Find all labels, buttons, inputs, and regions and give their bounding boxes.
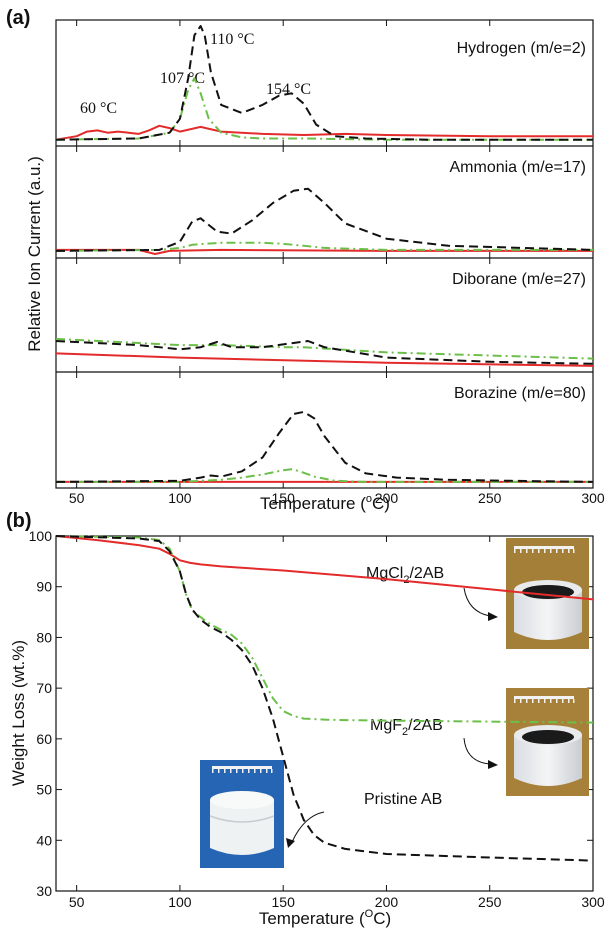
trace-green-line — [55, 241, 593, 252]
x-tick-label: 250 — [478, 490, 502, 506]
trace-label-borazine: Borazine (m/e=80) — [454, 385, 586, 402]
panel-a: (a) Hydrogen (m/e=2) Ammonia (m/e=17) Di… — [6, 7, 605, 513]
trace-label-hydrogen: Hydrogen (m/e=2) — [457, 40, 586, 57]
annotation-60c: 60 °C — [80, 100, 117, 117]
photo-pristine-ab-sample — [200, 760, 284, 868]
x-tick-label: 300 — [581, 894, 605, 910]
x-tick-label: 200 — [375, 490, 399, 506]
series-red-line — [55, 535, 594, 601]
x-tick-label: 50 — [69, 490, 85, 506]
panel-a-label: (a) — [6, 7, 30, 29]
y-tick-label: 90 — [36, 579, 52, 595]
y-tick-label: 60 — [36, 731, 52, 747]
x-tick-label: 300 — [581, 490, 605, 506]
panel-b-xlabel: Temperature (OC) — [259, 908, 391, 928]
panel-b-label: (b) — [6, 510, 32, 532]
panel-b-ticks: 50 100 150 200 250 300 30 40 50 60 70 80 90 100 — [29, 528, 605, 910]
panel-b: (b) Weight Loss (wt.%) 50 100 150 200 250 300… — [6, 510, 605, 928]
x-tick-label: 100 — [168, 894, 192, 910]
x-tick-label: 200 — [375, 894, 399, 910]
annotation-110c: 110 °C — [210, 31, 254, 48]
y-tick-label: 30 — [36, 883, 52, 899]
photo-mgf2-sample — [506, 688, 589, 796]
trace-black-line — [55, 187, 594, 252]
trace-red-line — [55, 352, 594, 367]
panel-b-ylabel: Weight Loss (wt.%) — [9, 640, 28, 786]
trace-label-diborane: Diborane (m/e=27) — [452, 271, 586, 288]
panel-a-ylabel: Relative Ion Current (a.u.) — [25, 156, 44, 352]
annotation-107c: 107 °C — [160, 70, 205, 87]
x-tick-label: 150 — [272, 894, 296, 910]
panel-a-x-ticks: 50 100 150 200 250 300 — [69, 20, 605, 506]
pointer-arrows — [291, 587, 491, 843]
panel-a-xlabel: Temperature (oC) — [260, 493, 390, 513]
arrowheads — [286, 612, 498, 848]
y-tick-label: 50 — [36, 782, 52, 798]
panel-a-curves — [55, 25, 594, 483]
y-tick-label: 100 — [29, 528, 53, 544]
series-black-line — [55, 535, 594, 862]
trace-green-line — [56, 468, 593, 483]
annotation-154c: 154 °C — [266, 81, 311, 98]
panel-b-curves — [55, 535, 594, 862]
panel-a-frame — [55, 19, 594, 489]
x-tick-label: 100 — [168, 490, 192, 506]
y-tick-label: 70 — [36, 680, 52, 696]
trace-black-line — [55, 410, 594, 483]
photo-mgcl2-sample — [506, 538, 589, 649]
x-tick-label: 50 — [69, 894, 85, 910]
trace-green-line — [55, 337, 594, 360]
x-tick-label: 250 — [478, 894, 502, 910]
x-tick-label: 150 — [272, 490, 296, 506]
panel-b-frame — [55, 535, 594, 892]
y-tick-label: 40 — [36, 832, 52, 848]
trace-red-line — [55, 124, 593, 141]
trace-label-ammonia: Ammonia (m/e=17) — [450, 159, 587, 176]
label-pristine-ab: Pristine AB — [364, 791, 442, 808]
y-tick-label: 80 — [36, 629, 52, 645]
